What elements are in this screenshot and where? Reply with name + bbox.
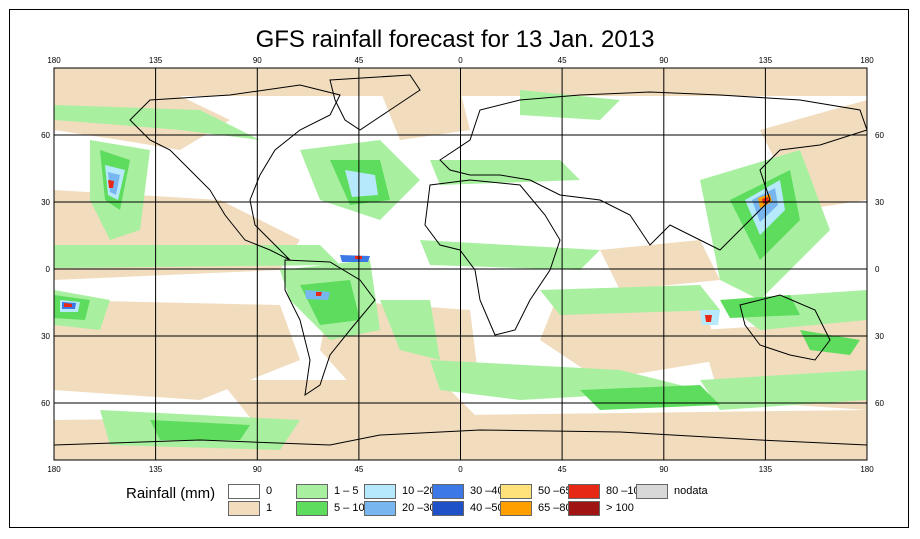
lon-label: 45 — [354, 465, 363, 474]
legend-swatch — [296, 501, 328, 516]
legend-label: > 100 — [606, 502, 634, 514]
map-title: GFS rainfall forecast for 13 Jan. 2013 — [255, 26, 655, 53]
longitude-labels-bottom: 180 135 90 45 0 45 90 135 180 — [47, 465, 874, 474]
lon-label: 135 — [149, 56, 163, 65]
figure-frame — [9, 9, 909, 528]
longitude-labels-top: 180 135 90 45 0 45 90 135 180 — [47, 56, 874, 65]
lon-label: 0 — [458, 465, 463, 474]
lat-label: 30 — [41, 332, 50, 341]
lon-label: 45 — [558, 465, 567, 474]
legend-swatch — [568, 501, 600, 516]
legend-swatch — [296, 484, 328, 499]
lon-label: 135 — [759, 56, 773, 65]
lon-label: 45 — [354, 56, 363, 65]
latitude-labels-right: 60 30 0 30 60 — [875, 131, 884, 408]
legend-swatch — [500, 484, 532, 499]
legend-label: 10 –20 — [402, 485, 436, 497]
legend-swatch — [432, 501, 464, 516]
lon-label: 135 — [149, 465, 163, 474]
lon-label: 90 — [253, 465, 262, 474]
legend-label: 40 –50 — [470, 502, 504, 514]
legend-label: 1 – 5 — [334, 485, 359, 497]
lon-label: 90 — [253, 56, 262, 65]
lat-label: 30 — [41, 198, 50, 207]
lon-label: 90 — [659, 56, 668, 65]
legend-swatch — [432, 484, 464, 499]
legend-label: 5 – 10 — [334, 502, 365, 514]
legend-swatch — [568, 484, 600, 499]
map-border — [53, 67, 868, 461]
lat-label: 60 — [875, 399, 884, 408]
lat-label: 30 — [875, 198, 884, 207]
lat-label: 60 — [875, 131, 884, 140]
lat-label: 0 — [875, 265, 880, 274]
lon-label: 180 — [860, 56, 874, 65]
lat-label: 60 — [41, 399, 50, 408]
lon-label: 0 — [458, 56, 463, 65]
legend-label: 50 –65 — [538, 485, 572, 497]
legend-label: nodata — [674, 485, 708, 497]
graticule — [54, 68, 867, 460]
rain-5-10mm-areas — [54, 150, 860, 440]
legend-label: 65 –80 — [538, 502, 572, 514]
legend-swatch — [500, 501, 532, 516]
legend-swatch — [364, 484, 396, 499]
lon-label: 180 — [47, 56, 61, 65]
lat-label: 0 — [46, 265, 51, 274]
lon-label: 90 — [659, 465, 668, 474]
lat-label: 30 — [875, 332, 884, 341]
legend-swatch — [364, 501, 396, 516]
legend-label: 20 –30 — [402, 502, 436, 514]
coastlines — [54, 74, 867, 446]
lon-label: 180 — [47, 465, 61, 474]
legend-swatch — [636, 484, 668, 499]
lon-label: 180 — [860, 465, 874, 474]
legend-label: 1 — [266, 502, 273, 514]
latitude-labels-left: 60 30 0 30 60 — [41, 131, 50, 408]
legend-label: 80 –100 — [606, 485, 646, 497]
legend-swatch — [228, 484, 260, 499]
legend-swatch — [228, 501, 260, 516]
lat-label: 60 — [41, 131, 50, 140]
legend-label: 0 — [266, 485, 273, 497]
legend-label: 30 –40 — [470, 485, 504, 497]
lon-label: 135 — [759, 465, 773, 474]
lon-label: 45 — [558, 56, 567, 65]
legend-title: Rainfall (mm) — [126, 485, 216, 502]
